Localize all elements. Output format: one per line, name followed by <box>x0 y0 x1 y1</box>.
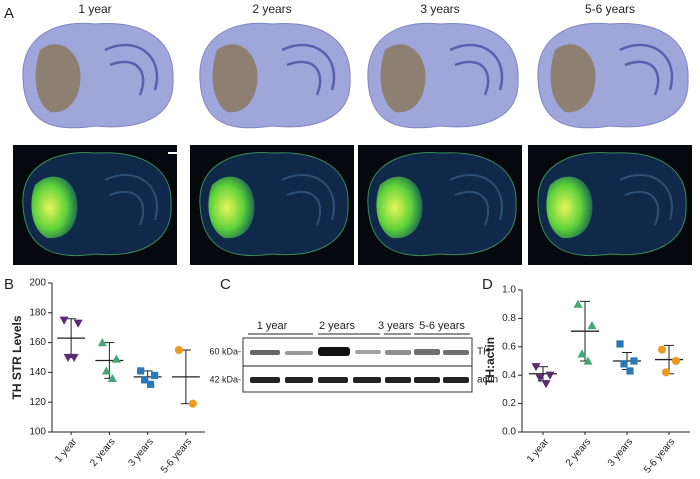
column-title: 3 years <box>420 2 459 16</box>
data-point <box>541 380 551 389</box>
column-title: 2 years <box>252 2 291 16</box>
column-title: 5-6 years <box>585 2 635 16</box>
blot-frame <box>242 337 473 393</box>
striatum <box>380 44 426 113</box>
y-tick-label: 180 <box>29 307 46 318</box>
data-point <box>59 316 69 325</box>
data-point <box>587 321 597 330</box>
panel-label: D <box>482 276 493 293</box>
band-label: TH <box>477 347 490 358</box>
marker-label: 60 kDa- <box>209 346 241 356</box>
data-point <box>616 340 624 348</box>
x-tick-label: 2 years <box>564 437 594 469</box>
y-tick-label: 0.4 <box>502 370 516 381</box>
panel-label: A <box>4 5 14 22</box>
actin-bands <box>250 377 469 383</box>
fluor-striatum <box>546 176 593 239</box>
panel-label: C <box>220 276 231 293</box>
x-tick-label: 2 years <box>88 437 118 469</box>
data-point <box>671 356 681 366</box>
data-point <box>141 376 149 384</box>
y-tick-label: 100 <box>29 427 46 438</box>
th-bands <box>250 347 469 356</box>
y-tick-label: 0.2 <box>502 398 516 409</box>
group-label: 3 years <box>378 320 415 332</box>
data-point <box>73 319 83 328</box>
fluor-hippocampus <box>104 174 158 226</box>
striatum <box>35 44 81 113</box>
data-point <box>573 299 583 308</box>
y-tick-label: 1.0 <box>502 285 516 296</box>
y-axis-label: TH:actin <box>483 337 497 385</box>
data-point <box>531 363 541 372</box>
data-point <box>545 371 555 380</box>
band-label: actin <box>477 375 498 386</box>
panel-c: 1 year 2 years 3 years 5-6 years 60 kDa-… <box>209 320 498 393</box>
fluor-striatum <box>31 176 78 239</box>
data-point <box>97 338 107 347</box>
y-tick-label: 200 <box>29 278 46 289</box>
y-tick-label: 120 <box>29 397 46 408</box>
data-point <box>583 356 593 365</box>
y-tick-label: 160 <box>29 337 46 348</box>
data-point <box>137 367 145 375</box>
y-axis-label: TH STR Levels <box>10 315 24 399</box>
hippocampus <box>104 43 159 96</box>
fluor-hippocampus <box>619 174 673 226</box>
data-point <box>147 380 155 388</box>
group-label: 1 year <box>257 320 288 332</box>
x-tick-label: 3 years <box>606 437 636 469</box>
x-tick-label: 3 years <box>126 437 156 469</box>
data-point <box>620 360 628 368</box>
data-point <box>657 345 667 354</box>
y-tick-label: 140 <box>29 367 46 378</box>
fluor-striatum <box>376 176 423 239</box>
striatum <box>212 44 258 113</box>
y-tick-label: 0.0 <box>502 427 516 438</box>
panel-a: 1 year 2 years 3 years 5-6 years <box>13 2 692 265</box>
x-tick-label: 1 year <box>53 436 80 465</box>
fluor-hippocampus <box>449 174 503 226</box>
data-point <box>535 374 545 383</box>
data-point <box>69 353 79 362</box>
data-point <box>630 357 638 365</box>
marker-label: 42 kDa- <box>209 374 241 384</box>
data-point <box>63 353 73 362</box>
y-tick-label: 0.6 <box>502 341 516 352</box>
x-tick-label: 5-6 years <box>159 437 194 476</box>
data-point <box>577 349 587 358</box>
data-point <box>174 345 183 355</box>
group-label: 5-6 years <box>419 320 465 332</box>
data-point <box>661 368 671 377</box>
fluor-striatum <box>208 176 255 239</box>
fluor-hippocampus <box>281 174 335 226</box>
data-point <box>111 354 121 363</box>
group-label: 2 years <box>319 320 356 332</box>
x-tick-label: 1 year <box>525 436 552 465</box>
panel-label: B <box>4 276 14 293</box>
hippocampus <box>619 43 674 96</box>
data-point <box>107 373 117 382</box>
data-point <box>626 367 634 375</box>
hippocampus <box>449 43 504 96</box>
x-tick-label: 5-6 years <box>642 437 677 476</box>
column-title: 1 year <box>78 2 111 16</box>
y-tick-label: 0.8 <box>502 313 516 324</box>
hippocampus <box>281 43 336 96</box>
data-point <box>188 399 197 408</box>
data-point <box>151 371 159 379</box>
data-point <box>101 366 111 375</box>
striatum <box>550 44 596 113</box>
